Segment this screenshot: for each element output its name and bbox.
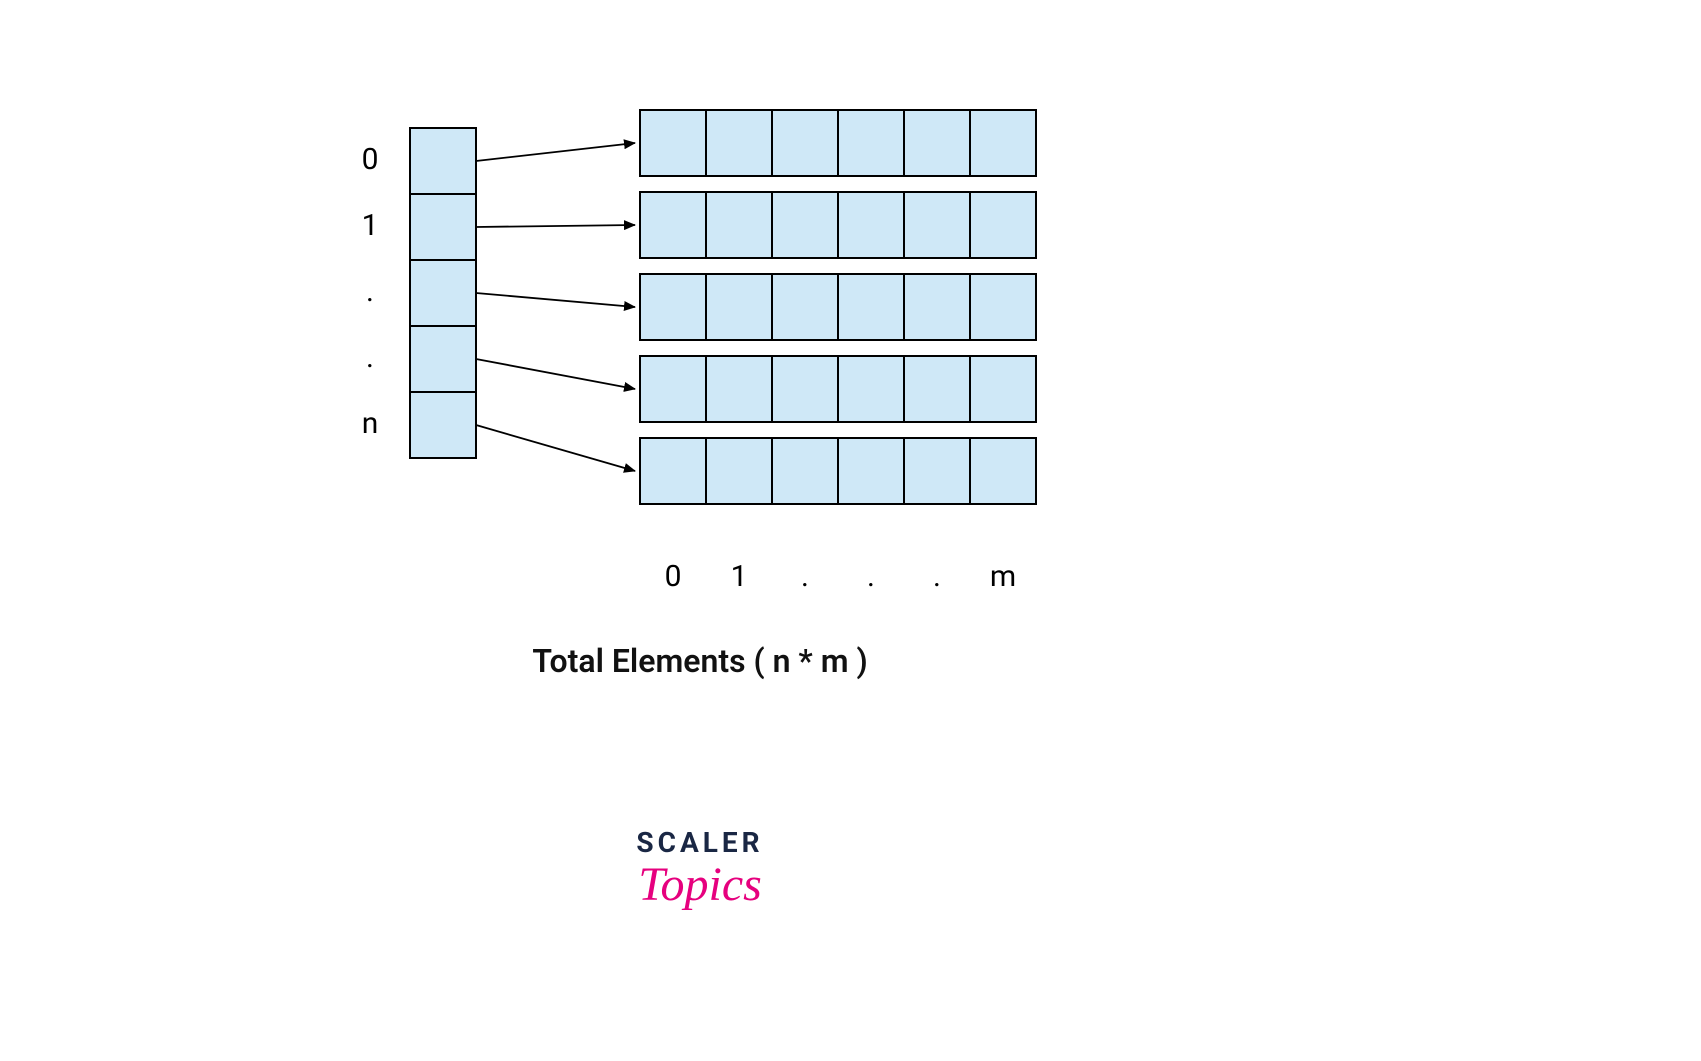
data-cell — [970, 274, 1036, 340]
data-cell — [772, 438, 838, 504]
data-cell — [772, 274, 838, 340]
data-cell — [904, 274, 970, 340]
data-cell — [706, 110, 772, 176]
data-cell — [904, 110, 970, 176]
data-col-label: 0 — [665, 559, 682, 594]
data-cell — [904, 438, 970, 504]
data-cell — [706, 356, 772, 422]
data-col-label: . — [867, 559, 875, 594]
data-cell — [772, 192, 838, 258]
data-col-label: m — [990, 559, 1016, 594]
data-cell — [706, 438, 772, 504]
pointer-cell — [410, 128, 476, 194]
data-cell — [772, 356, 838, 422]
data-cell — [838, 274, 904, 340]
pointer-cell — [410, 194, 476, 260]
data-cell — [838, 438, 904, 504]
pointer-row-label: . — [366, 274, 374, 309]
data-cell — [640, 110, 706, 176]
pointer-row-label: n — [362, 406, 379, 441]
data-cell — [640, 274, 706, 340]
data-cell — [838, 356, 904, 422]
data-cell — [640, 438, 706, 504]
data-cell — [640, 192, 706, 258]
data-col-label: . — [801, 559, 809, 594]
data-cell — [970, 110, 1036, 176]
pointer-row-label: 0 — [362, 142, 379, 177]
data-cell — [706, 192, 772, 258]
data-cell — [904, 192, 970, 258]
logo-top: SCALER — [636, 826, 763, 859]
data-col-label: 1 — [731, 559, 748, 594]
data-cell — [970, 192, 1036, 258]
diagram-caption: Total Elements ( n * m ) — [532, 642, 867, 680]
pointer-cell — [410, 392, 476, 458]
data-cell — [970, 438, 1036, 504]
data-cell — [838, 192, 904, 258]
data-col-label: . — [933, 559, 941, 594]
data-cell — [970, 356, 1036, 422]
pointer-cell — [410, 326, 476, 392]
data-cell — [640, 356, 706, 422]
pointer-row-label: 1 — [362, 208, 379, 243]
data-cell — [838, 110, 904, 176]
pointer-row-label: . — [366, 340, 374, 375]
data-cell — [772, 110, 838, 176]
data-cell — [904, 356, 970, 422]
data-cell — [706, 274, 772, 340]
logo-bottom: Topics — [638, 858, 762, 911]
pointer-cell — [410, 260, 476, 326]
